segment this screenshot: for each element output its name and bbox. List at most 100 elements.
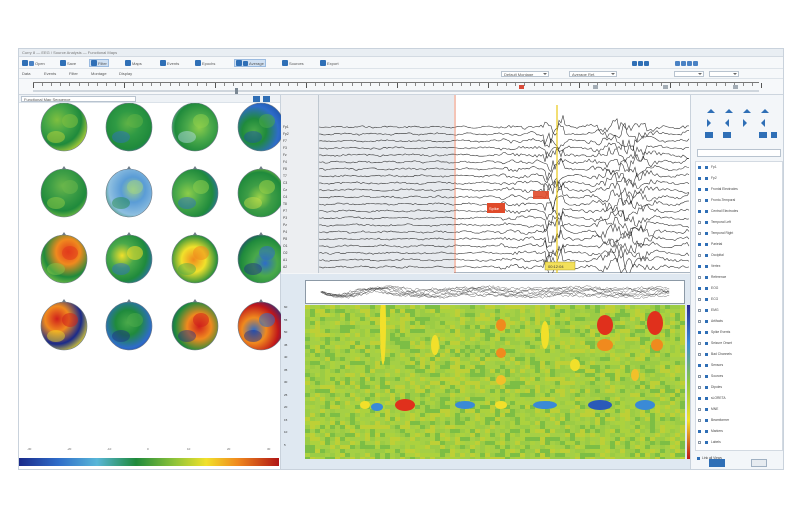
channel-group-item[interactable]: Markers	[696, 428, 782, 436]
channel-group-item[interactable]: Labels	[696, 439, 782, 447]
visibility-checkbox[interactable]	[698, 375, 701, 378]
visibility-checkbox[interactable]	[698, 320, 701, 323]
eeg-trace[interactable]	[319, 195, 690, 213]
channel-group-item[interactable]: Frontal Electrodes	[696, 186, 782, 194]
map-sequence-select[interactable]: Functional Map Sequence	[21, 96, 136, 102]
channel-label[interactable]: Fz	[283, 153, 287, 157]
channel-group-list[interactable]: Fp1 Fp2 Frontal Electrodes Fronto-Temporal C…	[695, 161, 783, 451]
eeg-trace[interactable]	[319, 210, 690, 230]
bookmark-marker[interactable]	[593, 85, 598, 89]
timeline-thumb[interactable]	[235, 88, 238, 94]
eeg-trace[interactable]	[319, 139, 690, 159]
visibility-checkbox[interactable]	[698, 342, 701, 345]
channel-label[interactable]: O2	[283, 251, 288, 255]
channel-label[interactable]: C3	[283, 181, 288, 185]
toolbar-events-button[interactable]: Events	[159, 59, 180, 67]
visibility-checkbox[interactable]	[698, 199, 701, 202]
toolbar-sources-button[interactable]: Sources	[281, 59, 305, 67]
channel-label[interactable]: F4	[283, 160, 287, 164]
time-frequency-panel[interactable]: 60 55 50 45 40 35 30 25 20 15 10 5	[281, 274, 690, 469]
navigation-controls[interactable]	[697, 105, 781, 145]
visibility-checkbox[interactable]	[698, 353, 701, 356]
visibility-checkbox[interactable]	[698, 408, 701, 411]
channel-group-item[interactable]: Sensors	[696, 362, 782, 370]
topo-map[interactable]	[237, 103, 281, 152]
channel-label[interactable]: P8	[283, 237, 288, 241]
scale-select[interactable]	[674, 71, 704, 77]
topo-map[interactable]	[237, 166, 281, 218]
channel-group-item[interactable]: Beamformer	[696, 417, 782, 425]
visibility-checkbox[interactable]	[698, 188, 701, 191]
visibility-checkbox[interactable]	[698, 309, 701, 312]
page-select[interactable]	[709, 71, 739, 77]
channel-group-item[interactable]: Parietal	[696, 241, 782, 249]
channel-label[interactable]: A2	[283, 265, 288, 269]
channel-group-item[interactable]: Occipital	[696, 252, 782, 260]
visibility-checkbox[interactable]	[698, 210, 701, 213]
visibility-checkbox[interactable]	[698, 430, 701, 433]
channel-group-item[interactable]: Temporal Left	[696, 219, 782, 227]
eeg-trace[interactable]	[319, 172, 690, 195]
channel-group-item[interactable]: MNE	[696, 406, 782, 414]
channel-group-item[interactable]: Spike Events	[696, 329, 782, 337]
toolbar-open-button[interactable]: Open	[21, 59, 46, 67]
visibility-checkbox[interactable]	[698, 276, 701, 279]
toolbar-save-button[interactable]: Save	[59, 59, 77, 67]
tab-montage[interactable]: Montage	[91, 71, 107, 76]
visibility-checkbox[interactable]	[698, 177, 701, 180]
butterfly-overview[interactable]	[305, 280, 685, 304]
reference-select[interactable]: Average Ref.	[569, 71, 617, 77]
channel-group-item[interactable]: Vertex	[696, 263, 782, 271]
visibility-checkbox[interactable]	[698, 265, 701, 268]
eeg-trace[interactable]	[319, 185, 690, 211]
eeg-trace[interactable]	[319, 214, 690, 236]
toolbar-filter-button[interactable]: Filter	[89, 59, 109, 67]
eeg-trace[interactable]	[319, 168, 690, 188]
tab-data[interactable]: Data	[22, 71, 31, 76]
topo-map[interactable]	[237, 299, 281, 351]
channel-group-item[interactable]: Central Electrodes	[696, 208, 782, 216]
topo-map[interactable]	[171, 103, 219, 152]
tab-display[interactable]: Display	[119, 71, 133, 76]
toolbar-average-button[interactable]: Average	[234, 59, 266, 67]
channel-label[interactable]: Fp2	[283, 132, 289, 136]
visibility-checkbox[interactable]	[698, 397, 701, 400]
channel-group-item[interactable]: ECG	[696, 296, 782, 304]
channel-group-item[interactable]: Fp2	[696, 175, 782, 183]
channel-label[interactable]: T8	[283, 202, 287, 206]
eeg-trace[interactable]	[319, 134, 690, 152]
topo-map[interactable]	[105, 166, 153, 218]
toolbar-epochs-button[interactable]: Epochs	[194, 59, 216, 67]
channel-label[interactable]: T7	[283, 174, 287, 178]
eeg-trace[interactable]	[319, 177, 690, 199]
channel-label[interactable]: P7	[283, 209, 288, 213]
toolbar-export-button[interactable]: Export	[319, 59, 340, 67]
eeg-trace[interactable]	[319, 238, 690, 258]
eeg-trace[interactable]	[319, 223, 690, 244]
visibility-checkbox[interactable]	[698, 419, 701, 422]
topo-map[interactable]	[40, 232, 88, 284]
visibility-checkbox[interactable]	[698, 298, 701, 301]
channel-group-item[interactable]: Reference	[696, 274, 782, 282]
spike-annotation[interactable]: Spike	[487, 203, 505, 213]
topo-map[interactable]	[40, 103, 88, 152]
channel-group-item[interactable]: Temporal Right	[696, 230, 782, 238]
topo-map[interactable]	[105, 232, 153, 284]
maps-prev-button[interactable]	[253, 96, 260, 102]
eeg-trace[interactable]	[319, 145, 690, 163]
channel-label[interactable]: P3	[283, 216, 288, 220]
tab-events[interactable]: Events	[44, 71, 57, 76]
channel-label[interactable]: F7	[283, 139, 287, 143]
topo-map[interactable]	[105, 299, 153, 351]
topo-map[interactable]	[105, 103, 153, 152]
eeg-trace-view[interactable]: Fp1 Fp2 F7 F3 Fz F4 F8 T7 C3 Cz C4 T8 P7 P3 Pz P4 P8 O1 O2…	[281, 95, 690, 273]
options-button[interactable]	[751, 459, 767, 467]
eeg-trace[interactable]	[319, 115, 690, 136]
channel-label[interactable]: Fp1	[283, 125, 289, 129]
channel-group-item[interactable]: Dipoles	[696, 384, 782, 392]
topo-map[interactable]	[171, 299, 219, 351]
channel-group-item[interactable]: Artifacts	[696, 318, 782, 326]
time-frequency-heatmap[interactable]	[305, 305, 685, 459]
montage-select[interactable]: Default Montage	[501, 71, 549, 77]
